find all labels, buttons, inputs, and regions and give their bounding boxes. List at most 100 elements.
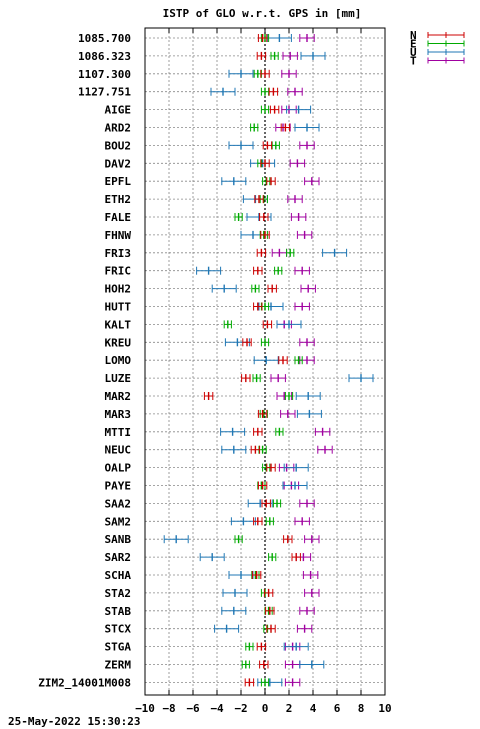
legend-label-u: U — [410, 46, 417, 59]
errorbar-e — [260, 87, 270, 96]
errorbar-n — [251, 571, 262, 579]
tick-label: 4 — [310, 702, 317, 715]
errorbar-n — [283, 535, 293, 544]
errorbar-t — [296, 230, 313, 239]
errorbar-n — [257, 481, 268, 490]
errorbar-n — [241, 374, 251, 383]
errorbar-t — [299, 141, 315, 150]
errorbar-t — [276, 392, 292, 400]
errorbar-t — [289, 159, 306, 168]
errorbar-e — [241, 660, 250, 669]
legend-swatch-u — [427, 49, 465, 55]
errorbar-u — [283, 463, 309, 472]
errorbar-n — [280, 123, 291, 132]
errorbar-n — [269, 105, 280, 114]
errorbar-n — [250, 445, 261, 454]
errorbar-n — [262, 320, 273, 329]
errorbar-e — [234, 213, 243, 221]
errorbar-u — [221, 177, 247, 186]
category-labels: 1085.700 1086.323 1107.300 1127.751 AIGE ARD2… — [38, 32, 131, 689]
errorbar-n — [259, 213, 269, 221]
errorbar-t — [287, 195, 303, 204]
category-label: HUTT — [105, 301, 132, 314]
category-label: KALT — [105, 318, 132, 331]
errorbar-n — [260, 159, 270, 168]
errorbar-u — [214, 624, 240, 633]
errorbar-u — [228, 571, 254, 579]
errorbar-n — [266, 463, 276, 472]
errorbar-u — [163, 535, 189, 544]
errorbar-t — [299, 606, 315, 615]
category-label: ETH2 — [105, 193, 132, 206]
errorbar-t — [317, 445, 333, 454]
errorbar-n — [257, 34, 268, 42]
category-label: EPFL — [105, 175, 132, 188]
errorbar-u — [210, 87, 236, 96]
errorbar-u — [222, 588, 248, 597]
errorbar-t — [287, 87, 303, 96]
category-label: MTTI — [105, 426, 132, 439]
category-label: 1127.751 — [78, 86, 131, 99]
errorbar-n — [244, 678, 255, 687]
errorbar-t — [284, 678, 301, 687]
errorbar-e — [294, 356, 303, 365]
errorbar-u — [295, 392, 321, 400]
errorbar-u — [211, 284, 237, 293]
chart-title: ISTP of GLO w.r.t. GPS in [mm] — [163, 7, 362, 20]
category-label: STAB — [105, 605, 132, 618]
errorbar-e — [260, 678, 270, 687]
errorbar-n — [253, 302, 263, 311]
errorbar-u — [266, 34, 292, 42]
errorbar-u — [322, 248, 348, 257]
legend-swatch-t — [427, 57, 465, 64]
errorbar-t — [302, 571, 319, 579]
errorbar-t — [281, 69, 297, 78]
errorbar-u — [230, 517, 256, 526]
errorbar-t — [304, 588, 320, 597]
errorbar-n — [267, 284, 277, 293]
errorbar-t — [271, 248, 288, 257]
category-label: KREU — [105, 336, 132, 349]
errorbar-t — [290, 213, 307, 221]
tick-label: 8 — [358, 702, 365, 715]
errorbar-e — [252, 374, 261, 383]
errorbar-t — [270, 374, 286, 383]
errorbar-t — [304, 177, 320, 186]
category-label: BOU2 — [105, 139, 132, 152]
errorbar-u — [253, 356, 279, 365]
legend-label-t: T — [410, 55, 417, 68]
tick-label: −6 — [186, 702, 200, 715]
legend-label-n: N — [410, 29, 417, 42]
errorbar-u — [220, 427, 246, 436]
errorbar-u — [282, 481, 308, 490]
errorbar-u — [348, 374, 374, 383]
tick-label: −8 — [162, 702, 175, 715]
category-label: MAR2 — [105, 390, 132, 403]
errorbar-n — [253, 427, 263, 436]
errorbar-u — [221, 445, 247, 454]
tick-label: 0 — [262, 702, 269, 715]
errorbar-n — [266, 624, 276, 633]
errorbar-u — [199, 553, 225, 562]
errorbar-n — [265, 606, 275, 615]
errorbar-t — [294, 517, 310, 526]
errorbar-n — [259, 660, 269, 669]
errorbar-t — [299, 34, 315, 42]
category-label: FALE — [105, 211, 132, 224]
category-label: ARD2 — [105, 122, 132, 135]
errorbar-u — [296, 409, 322, 418]
category-label: SCHA — [105, 569, 132, 582]
category-label: STGA — [105, 641, 132, 654]
category-label: AIGE — [105, 104, 132, 117]
errorbar-n — [253, 266, 263, 275]
errorbar-n — [254, 195, 264, 204]
errorbar-e — [286, 248, 295, 257]
category-label: FRI3 — [105, 247, 132, 260]
errorbar-e — [250, 123, 259, 132]
category-label: 1085.700 — [78, 32, 131, 45]
category-label: NEUC — [105, 444, 132, 457]
category-label: SAA2 — [105, 497, 132, 510]
category-label: 1107.300 — [78, 68, 131, 81]
